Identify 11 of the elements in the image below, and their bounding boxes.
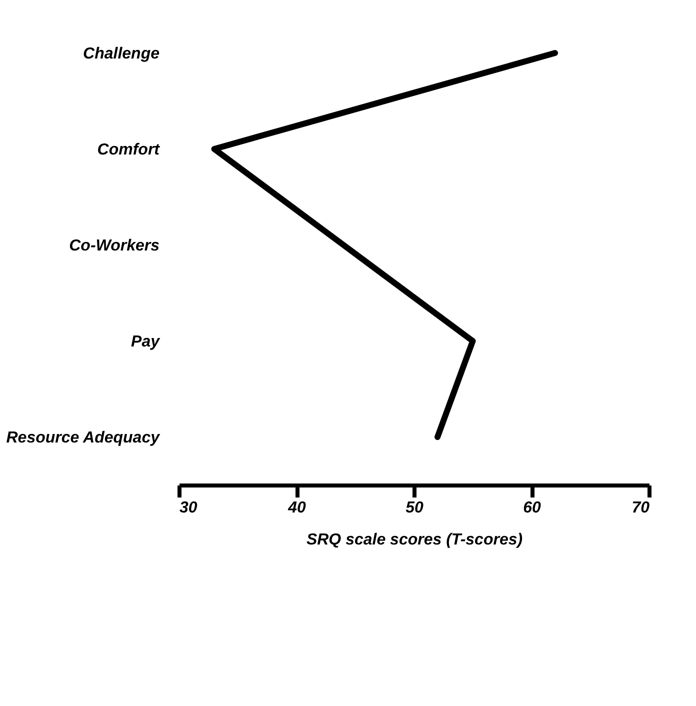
- x-tick-label: 70: [632, 500, 650, 516]
- y-tick-label: Co-Workers: [69, 238, 160, 254]
- y-tick-label: Resource Adequacy: [6, 430, 161, 446]
- x-tick-label: 40: [287, 500, 306, 516]
- x-tick-label: 30: [180, 500, 198, 516]
- x-axis-title: SRQ scale scores (T-scores): [306, 532, 523, 548]
- y-tick-label: Challenge: [83, 46, 160, 62]
- y-tick-label: Comfort: [97, 142, 160, 158]
- x-tick-label: 60: [523, 500, 541, 516]
- y-tick-label: Pay: [131, 334, 161, 350]
- x-tick-label: 50: [406, 500, 424, 516]
